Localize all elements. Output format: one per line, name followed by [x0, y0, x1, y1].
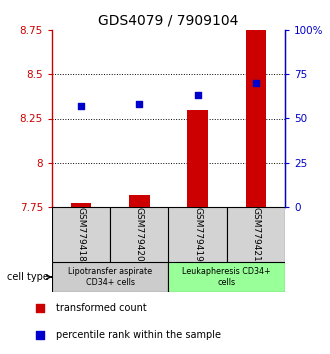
Text: GSM779418: GSM779418 [77, 207, 85, 262]
Point [195, 93, 200, 98]
Text: Leukapheresis CD34+
cells: Leukapheresis CD34+ cells [182, 267, 271, 287]
Bar [71, 204, 91, 207]
Point [253, 80, 258, 86]
Bar [129, 195, 149, 207]
Text: GSM779421: GSM779421 [251, 207, 260, 262]
Bar [246, 4, 266, 207]
Bar [52, 207, 110, 262]
Point [137, 102, 142, 107]
Text: transformed count: transformed count [56, 303, 147, 313]
Point [79, 103, 84, 109]
Text: GSM779420: GSM779420 [135, 207, 144, 262]
Bar [169, 262, 285, 292]
Bar [187, 110, 208, 207]
Text: Lipotransfer aspirate
CD34+ cells: Lipotransfer aspirate CD34+ cells [68, 267, 152, 287]
Bar [110, 207, 169, 262]
Text: cell type: cell type [7, 272, 52, 282]
Bar [169, 207, 227, 262]
Bar [227, 207, 285, 262]
Bar [52, 262, 169, 292]
Text: percentile rank within the sample: percentile rank within the sample [56, 330, 221, 340]
Text: GSM779419: GSM779419 [193, 207, 202, 262]
Title: GDS4079 / 7909104: GDS4079 / 7909104 [98, 13, 239, 28]
